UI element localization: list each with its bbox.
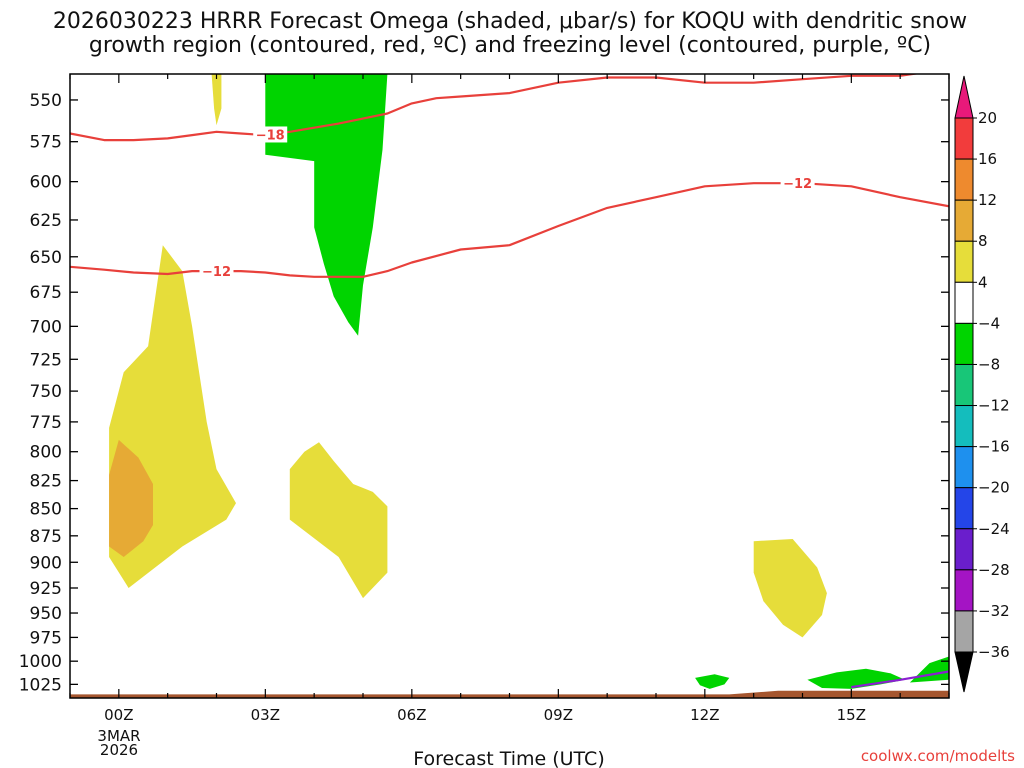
colorbar-swatch (954, 281, 974, 324)
colorbar-swatch (954, 405, 974, 448)
omega-region-rising-left-8to12 (109, 439, 153, 557)
plot-area: −18 −12 −12 (70, 74, 949, 698)
colorbar-bottom-arrow (954, 651, 974, 693)
colorbar-swatch (954, 158, 974, 201)
y-tick-label: 725 (30, 350, 62, 370)
colorbar-label: −8 (978, 355, 1000, 373)
omega-region-sinking-top-green (265, 74, 388, 336)
colorbar-label: 20 (978, 109, 997, 127)
colorbar-label: 4 (978, 273, 988, 291)
omega-region-sinking-low-green-1 (695, 674, 730, 689)
y-tick-label: 800 (30, 443, 62, 463)
y-tick-label: 875 (30, 527, 62, 547)
x-tick-label: 03Z (251, 706, 280, 724)
x-tick-label: 12Z (690, 706, 719, 724)
credit-text: coolwx.com/modelts (861, 747, 1015, 765)
omega-region-rising-mid-4to8 (289, 442, 388, 599)
colorbar-swatch (954, 610, 974, 653)
colorbar-swatch (954, 322, 974, 365)
x-tick-label: 09Z (544, 706, 573, 724)
colorbar-label: −28 (978, 561, 1010, 579)
y-tick-label: 650 (30, 248, 62, 268)
y-tick-label: 1000 (19, 652, 62, 672)
colorbar-swatch (954, 199, 974, 242)
colorbar-swatch (954, 569, 974, 612)
colorbar-swatch (954, 117, 974, 160)
omega-region-sinking-low-green-2 (807, 668, 906, 689)
colorbar-label: −12 (978, 397, 1010, 415)
contour-label-bg (199, 263, 234, 280)
x-date-label-year: 2026 (100, 741, 138, 759)
contour-label-dendritic-lower-0: −12 (202, 265, 231, 280)
x-tick-label: 00Z (104, 706, 133, 724)
omega-region-rising-late-4to8 (753, 539, 827, 638)
colorbar-label: −32 (978, 602, 1010, 620)
colorbar-label: −36 (978, 643, 1010, 661)
contour-line-dendritic-lower (70, 182, 949, 278)
colorbar-label: −16 (978, 438, 1010, 456)
y-tick-label: 700 (30, 317, 62, 337)
colorbar-label: 16 (978, 150, 997, 168)
x-tick-label: 06Z (397, 706, 426, 724)
y-tick-label: 775 (30, 413, 62, 433)
y-tick-label: 575 (30, 133, 62, 153)
colorbar-label: 8 (978, 232, 988, 250)
y-tick-label: 900 (30, 553, 62, 573)
colorbar-swatch (954, 363, 974, 407)
contour-label-bg (780, 175, 815, 192)
contour-line-dendritic-upper (70, 74, 921, 142)
chart-title-line-1: 2026030223 HRRR Forecast Omega (shaded, … (53, 9, 967, 34)
colorbar-label: −4 (978, 314, 1000, 332)
y-tick-label: 750 (30, 382, 62, 402)
colorbar-swatch (954, 446, 974, 489)
colorbar-label: −24 (978, 520, 1010, 538)
y-tick-label: 675 (30, 283, 62, 303)
colorbar-top-arrow (954, 75, 974, 119)
x-date-label-day: 3MAR (97, 727, 140, 745)
y-tick-label: 600 (30, 173, 62, 193)
y-tick-label: 825 (30, 472, 62, 492)
contour-label-dendritic-upper-0: −18 (256, 128, 285, 143)
contour-label-bg (253, 126, 288, 143)
y-tick-label: 950 (30, 604, 62, 624)
x-axis-label: Forecast Time (UTC) (413, 748, 604, 768)
omega-shading (109, 74, 949, 689)
chart-title-line-2: growth region (contoured, red, ºC) and f… (89, 33, 931, 58)
y-tick-label: 975 (30, 628, 62, 648)
colorbar-label: 12 (978, 191, 997, 209)
colorbar: 20 16 12 8 4 −4 −8 −12 −16 −20 −24 −28 −32 −36 (954, 75, 1010, 693)
omega-region-rising-top-sliver (211, 74, 222, 126)
y-tick-label: 550 (30, 91, 62, 111)
temperature-contours: −18 −12 −12 (70, 74, 949, 689)
y-tick-label: 925 (30, 579, 62, 599)
colorbar-swatch (954, 528, 974, 571)
colorbar-label: −20 (978, 479, 1010, 497)
x-tick-label: 15Z (837, 706, 866, 724)
colorbar-swatch (954, 240, 974, 283)
colorbar-swatch (954, 487, 974, 530)
contour-label-dendritic-lower-1: −12 (783, 177, 812, 192)
y-tick-label: 1025 (19, 675, 62, 695)
contour-line-freezing-level (851, 670, 949, 689)
pressure-axis: 550 575 600 625 650 675 700 725 750 775 800 825 850 8… (19, 91, 949, 695)
time-axis: 00Z 03Z 06Z 09Z 12Z 15Z (69, 74, 950, 724)
y-tick-label: 625 (30, 211, 62, 231)
y-tick-label: 850 (30, 500, 62, 520)
